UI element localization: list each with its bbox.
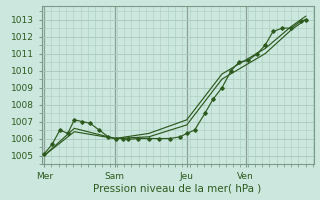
X-axis label: Pression niveau de la mer( hPa ): Pression niveau de la mer( hPa ) (93, 183, 262, 193)
